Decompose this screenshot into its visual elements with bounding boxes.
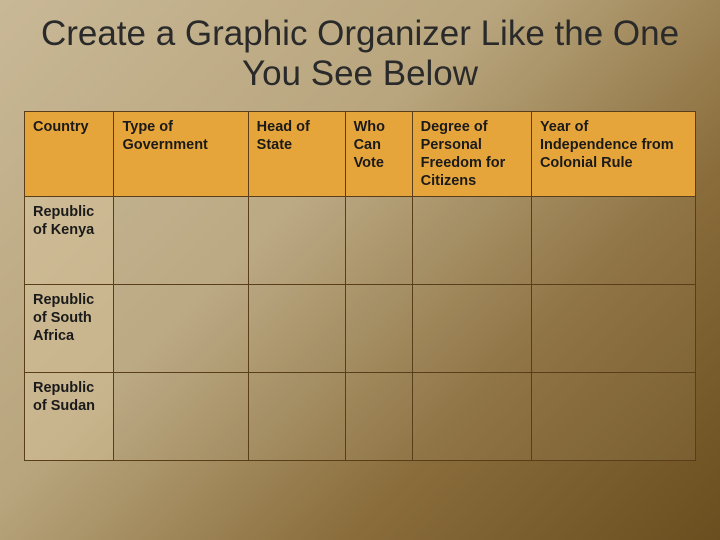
- table-row: Republic of Kenya: [25, 197, 696, 285]
- col-header-who-vote: Who Can Vote: [345, 111, 412, 197]
- cell: [531, 197, 695, 285]
- cell: [531, 373, 695, 461]
- slide-container: Create a Graphic Organizer Like the One …: [0, 0, 720, 540]
- cell: [114, 197, 248, 285]
- cell: [412, 285, 531, 373]
- col-header-head-state: Head of State: [248, 111, 345, 197]
- col-header-independence: Year of Independence from Colonial Rule: [531, 111, 695, 197]
- cell: [248, 285, 345, 373]
- col-header-freedom: Degree of Personal Freedom for Citizens: [412, 111, 531, 197]
- cell: [248, 197, 345, 285]
- cell: [114, 373, 248, 461]
- graphic-organizer-table: Country Type of Government Head of State…: [24, 111, 696, 462]
- cell: [114, 285, 248, 373]
- col-header-country: Country: [25, 111, 114, 197]
- row-label-sudan: Republic of Sudan: [25, 373, 114, 461]
- cell: [345, 197, 412, 285]
- cell: [531, 285, 695, 373]
- table-row: Republic of South Africa: [25, 285, 696, 373]
- cell: [345, 373, 412, 461]
- cell: [412, 197, 531, 285]
- row-label-south-africa: Republic of South Africa: [25, 285, 114, 373]
- col-header-type-government: Type of Government: [114, 111, 248, 197]
- table-header-row: Country Type of Government Head of State…: [25, 111, 696, 197]
- table-row: Republic of Sudan: [25, 373, 696, 461]
- cell: [345, 285, 412, 373]
- row-label-kenya: Republic of Kenya: [25, 197, 114, 285]
- slide-title: Create a Graphic Organizer Like the One …: [24, 14, 696, 95]
- cell: [412, 373, 531, 461]
- cell: [248, 373, 345, 461]
